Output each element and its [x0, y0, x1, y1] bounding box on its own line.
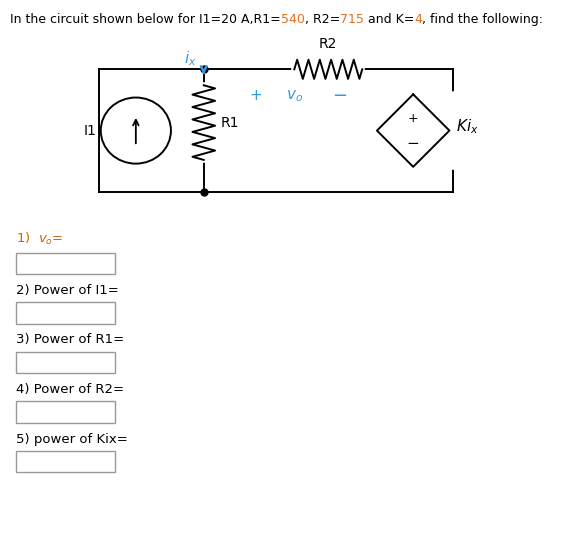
Text: , find the following:: , find the following: [422, 13, 543, 26]
FancyBboxPatch shape [16, 451, 115, 472]
Text: 4) Power of R2=: 4) Power of R2= [16, 383, 124, 396]
Text: $i_x$: $i_x$ [185, 49, 197, 68]
Text: , R2=: , R2= [305, 13, 340, 26]
Text: $v_o$: $v_o$ [286, 88, 303, 104]
FancyBboxPatch shape [16, 352, 115, 373]
Text: 3) Power of R1=: 3) Power of R1= [16, 334, 124, 346]
Text: +: + [249, 88, 261, 103]
Text: 1)  $v_o$=: 1) $v_o$= [16, 231, 63, 247]
Text: −: − [407, 136, 419, 151]
FancyBboxPatch shape [16, 401, 115, 423]
Text: R2: R2 [319, 37, 337, 51]
Text: 2) Power of I1=: 2) Power of I1= [16, 284, 119, 297]
Text: −: − [333, 87, 348, 105]
Text: R1: R1 [221, 116, 239, 130]
FancyBboxPatch shape [16, 302, 115, 324]
Text: $Ki_x$: $Ki_x$ [456, 117, 479, 136]
Text: 4: 4 [414, 13, 422, 26]
Text: In the circuit shown below for I1=20 A,R1=: In the circuit shown below for I1=20 A,R… [10, 13, 281, 26]
Text: 5) power of Kix=: 5) power of Kix= [16, 433, 127, 446]
Text: +: + [408, 112, 418, 125]
FancyBboxPatch shape [16, 253, 115, 274]
Text: 540: 540 [281, 13, 305, 26]
Text: and K=: and K= [364, 13, 414, 26]
Text: I1: I1 [83, 124, 96, 138]
Text: 715: 715 [340, 13, 364, 26]
